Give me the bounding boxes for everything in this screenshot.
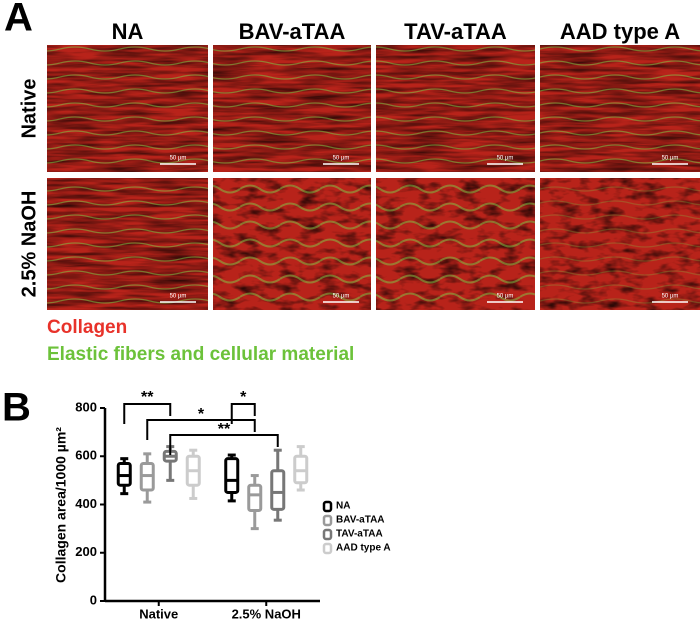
box [224, 457, 240, 494]
scale-bar-label: 50 µm [662, 294, 679, 300]
box [270, 469, 286, 511]
column-header: AAD type A [560, 19, 680, 44]
x-tick-label: Native [139, 606, 178, 619]
scale-bar-label: 50 µm [170, 156, 187, 162]
scale-bar-label: 50 µm [662, 156, 679, 162]
legend-swatch [322, 528, 333, 541]
legend-swatch [322, 542, 333, 555]
fiber-overlay [47, 178, 208, 310]
panel-label: B [2, 386, 31, 430]
scale-bar-label: 50 µm [333, 294, 350, 300]
legend-label: TAV-aTAA [336, 529, 383, 540]
scale-bar-label: 50 µm [497, 156, 514, 162]
legend-text: Collagen [47, 317, 127, 338]
y-tick-label: 800 [75, 399, 97, 414]
fiber-overlay [376, 178, 535, 310]
fiber-overlay [47, 45, 208, 172]
column-header: TAV-aTAA [404, 19, 507, 44]
significance-bracket [123, 403, 172, 424]
significance-mark: ** [141, 389, 154, 406]
y-tick-label: 600 [75, 448, 97, 463]
y-tick-label: 0 [90, 592, 97, 607]
legend-label: AAD type A [336, 543, 391, 554]
legend-swatch [322, 500, 333, 513]
fiber-overlay [213, 45, 371, 172]
significance-bracket [230, 403, 256, 424]
scale-bar-label: 50 µm [333, 156, 350, 162]
fiber-overlay [213, 178, 371, 310]
micrograph-grid: NA BAV-aTAA TAV-aTAA AAD type A Native 50 µm 5… [18, 19, 700, 310]
column-header: NA [112, 19, 144, 44]
legend-label: NA [336, 501, 350, 512]
significance-mark: ** [218, 421, 231, 438]
row-label: Native [18, 78, 40, 138]
scale-bar-label: 50 µm [170, 294, 187, 300]
box [247, 483, 263, 513]
significance-bracket [169, 434, 279, 455]
y-tick-label: 200 [75, 544, 97, 559]
legend-text: Elastic fibers and cellular material [47, 344, 354, 365]
significance-mark: * [240, 389, 247, 406]
row-label: 2.5% NaOH [18, 191, 40, 298]
column-header: BAV-aTAA [239, 19, 346, 44]
significance-bracket [146, 419, 256, 440]
fiber-overlay [540, 45, 700, 172]
fiber-overlay [540, 178, 700, 310]
fiber-overlay [376, 45, 535, 172]
x-tick-label: 2.5% NaOH [232, 606, 301, 619]
legend-label: BAV-aTAA [336, 515, 385, 526]
significance-mark: * [198, 406, 205, 423]
y-axis-label: Collagen area/1000 µm² [53, 427, 69, 583]
scale-bar-label: 50 µm [497, 294, 514, 300]
legend-swatch [322, 514, 333, 527]
y-tick-label: 400 [75, 496, 97, 511]
panel-label: A [4, 0, 33, 40]
